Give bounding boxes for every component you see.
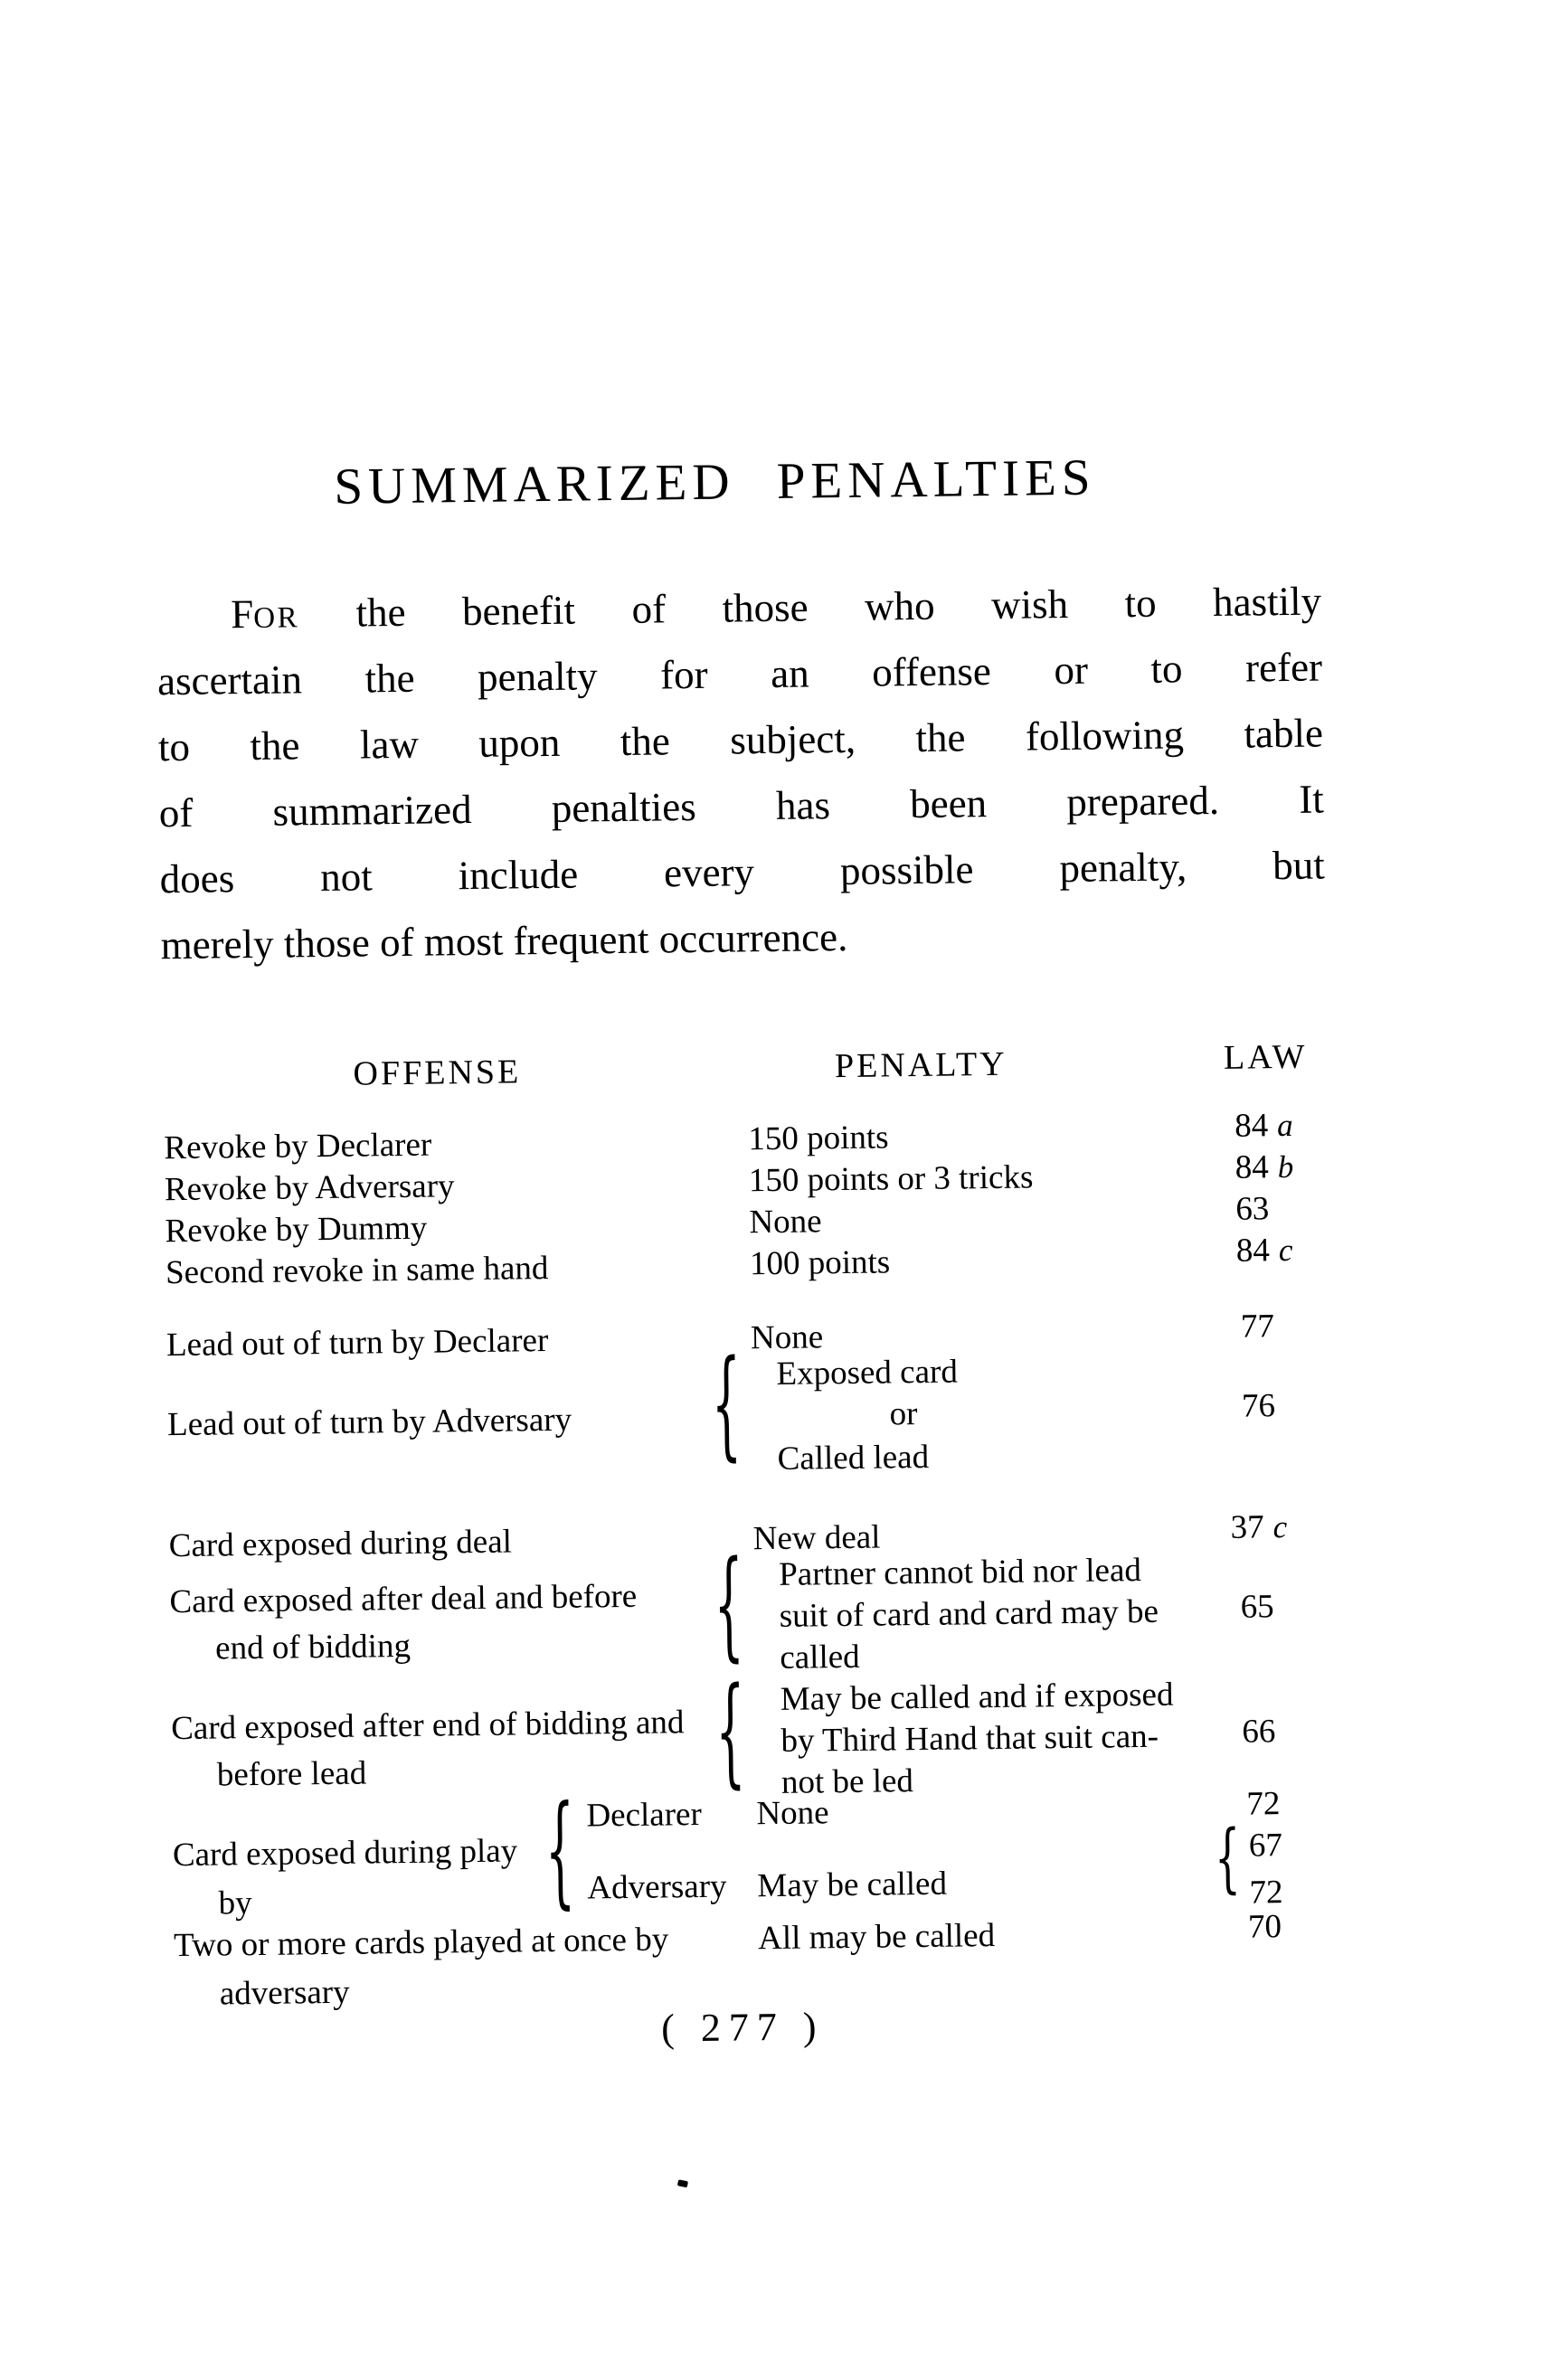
law-note: c (1278, 1232, 1293, 1269)
penalty-line-suit-of-card: suit of card and card may be (779, 1592, 1159, 1635)
intro-paragraph-line-4: of summarized penalties has been prepare… (158, 776, 1325, 836)
intro-paragraph-line-3: to the law upon the subject, the followi… (157, 710, 1324, 770)
law-number: 84 (1235, 1148, 1269, 1186)
intro-paragraph-line-1: FOR the benefit of those who wish to has… (156, 574, 1322, 647)
penalty-cell-revoke-adversary: 150 points or 3 tricks (748, 1158, 1034, 1200)
column-header-penalty: PENALTY (834, 1044, 1008, 1086)
penalty-cell-revoke-dummy: None (749, 1203, 822, 1242)
intro-paragraph-line-6: merely those of most frequent occurrence… (160, 913, 848, 968)
law-cell-exposed-before-bidding: 65 (1240, 1588, 1274, 1626)
actor-options-brace: { (544, 1781, 576, 1922)
page-title: SUMMARIZED PENALTIES (333, 449, 1096, 515)
penalty-cell-second-revoke: 100 points (749, 1243, 891, 1283)
penalty-cell-exposed-during-deal: New deal (752, 1518, 881, 1558)
penalty-cell-exposed-play-adversary: May be called (757, 1865, 948, 1905)
penalty-description-brace: { (714, 1664, 746, 1802)
penalty-cell-revoke-declarer: 150 points (748, 1119, 889, 1158)
offense-cell-two-or-more-cards-line-1: Two or more cards played at once by (173, 1921, 669, 1965)
penalty-line-third-hand: by Third Hand that suit can- (780, 1717, 1159, 1760)
law-note: c (1272, 1509, 1288, 1545)
penalty-line-called: called (780, 1638, 860, 1676)
lead-initial: F (230, 590, 254, 638)
law-number: 37 (1230, 1508, 1264, 1546)
offense-cell-lead-declarer: Lead out of turn by Declarer (166, 1322, 549, 1365)
offense-cell-revoke-adversary: Revoke by Adversary (164, 1167, 455, 1209)
law-cell-exposed-play-declarer: 72 (1246, 1785, 1281, 1823)
column-header-offense: OFFENSE (353, 1053, 522, 1093)
penalty-cell-lead-declarer: None (750, 1318, 824, 1357)
intro-paragraph-line-5: does not include every possible penalty,… (159, 842, 1325, 902)
penalty-cell-exposed-play-declarer: None (756, 1794, 829, 1833)
scan-artifact-dot (676, 2179, 688, 2188)
penalty-option-or: or (889, 1395, 918, 1433)
offense-cell-exposed-before-bidding-line-1: Card exposed after deal and before (169, 1577, 638, 1621)
law-cell-revoke-declarer: 84 a (1235, 1106, 1293, 1146)
intro-paragraph-line-2: ascertain the penalty for an offense or … (156, 644, 1323, 704)
penalty-option-exposed-card: Exposed card (776, 1353, 959, 1393)
law-cell-lead-declarer: 77 (1240, 1308, 1275, 1346)
penalty-options-brace: { (710, 1336, 743, 1475)
offense-cell-exposed-before-lead-line-1: Card exposed after end of bidding and (170, 1704, 685, 1748)
law-cell-revoke-adversary: 84 b (1235, 1148, 1293, 1187)
law-cell-exposed-play-adversary-a: 67 (1248, 1827, 1283, 1865)
law-options-brace: { (1214, 1815, 1242, 1903)
law-cell-lead-adversary: 76 (1241, 1387, 1276, 1425)
page-number: ( 277 ) (660, 2004, 825, 2051)
law-number: 84 (1234, 1107, 1269, 1145)
law-number: 84 (1235, 1232, 1271, 1270)
offense-cell-revoke-dummy: Revoke by Dummy (165, 1209, 428, 1251)
law-cell-two-or-more-cards: 70 (1247, 1908, 1282, 1946)
offense-cell-second-revoke: Second revoke in same hand (165, 1250, 549, 1292)
actor-declarer: Declarer (586, 1795, 703, 1835)
offense-cell-exposed-before-bidding-line-2: end of bidding (214, 1627, 412, 1667)
law-note: a (1276, 1107, 1293, 1144)
law-cell-exposed-during-deal: 37 c (1230, 1507, 1287, 1547)
law-cell-second-revoke: 84 c (1236, 1231, 1293, 1270)
offense-cell-revoke-declarer: Revoke by Declarer (164, 1126, 432, 1167)
penalty-line-may-be-called: May be called and if exposed (780, 1676, 1174, 1718)
offense-cell-lead-adversary: Lead out of turn by Adversary (166, 1401, 572, 1444)
actor-adversary: Adversary (587, 1867, 727, 1907)
penalty-description-brace: { (713, 1537, 745, 1676)
lead-smallcaps: OR (253, 601, 300, 635)
offense-cell-exposed-during-play-line-2: by (218, 1884, 252, 1922)
offense-cell-two-or-more-cards-line-2: adversary (219, 1973, 350, 2013)
offense-cell-exposed-before-lead-line-2: before lead (216, 1754, 367, 1794)
law-cell-exposed-before-lead: 66 (1242, 1713, 1276, 1751)
offense-cell-exposed-during-play-line-1: Card exposed during play (172, 1832, 518, 1875)
penalty-option-called-lead: Called lead (777, 1438, 930, 1478)
line-1-text: the benefit of those who wish to hastily (298, 578, 1322, 637)
law-cell-exposed-play-adversary-b: 72 (1249, 1874, 1283, 1912)
column-header-law: LAW (1223, 1037, 1308, 1077)
offense-cell-exposed-during-deal: Card exposed during deal (168, 1523, 513, 1565)
penalty-line-partner-cannot-bid: Partner cannot bid nor lead (778, 1552, 1142, 1593)
law-cell-revoke-dummy: 63 (1235, 1190, 1270, 1228)
penalty-cell-two-or-more-cards: All may be called (757, 1917, 996, 1958)
law-note: b (1277, 1148, 1294, 1185)
